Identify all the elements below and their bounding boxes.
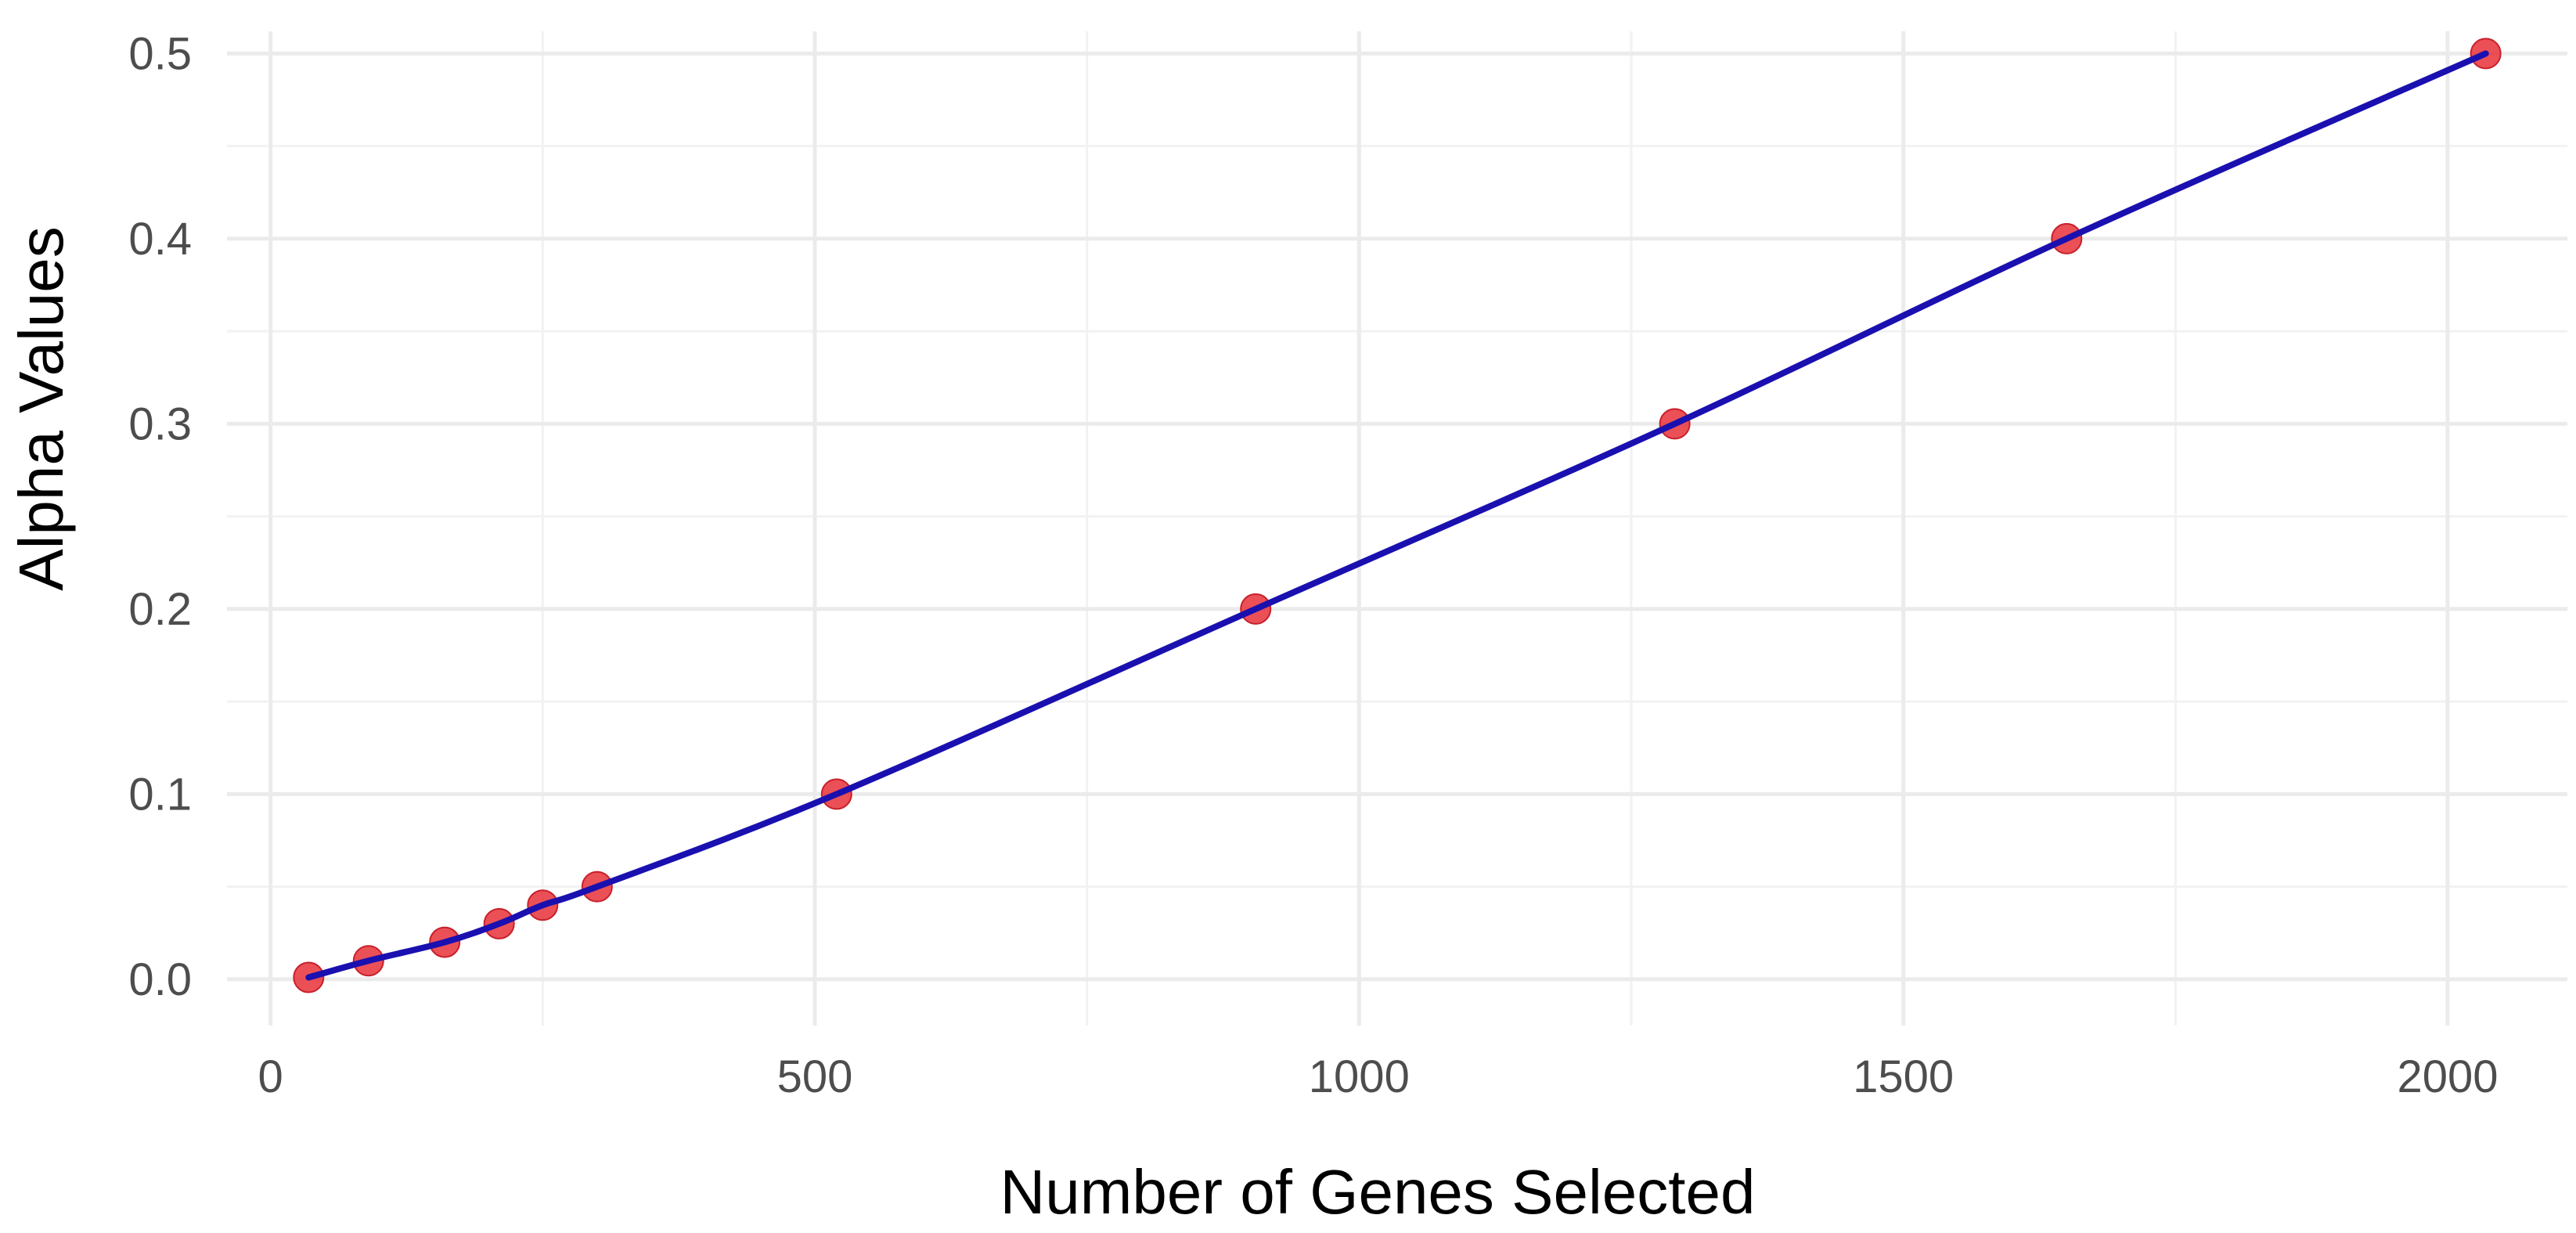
x-tick-label: 2000 (2398, 1051, 2499, 1102)
x-axis-title: Number of Genes Selected (1000, 1157, 1756, 1227)
y-tick-label: 0.2 (128, 584, 192, 635)
x-tick-label: 1000 (1309, 1051, 1410, 1102)
x-tick-label: 500 (777, 1051, 853, 1102)
x-tick-label: 0 (258, 1051, 283, 1102)
x-axis-ticks: 0 500 1000 1500 2000 (258, 1051, 2498, 1102)
x-tick-label: 1500 (1853, 1051, 1954, 1102)
grid (227, 31, 2567, 1026)
y-tick-label: 0.4 (128, 214, 192, 265)
y-axis-title: Alpha Values (6, 226, 76, 591)
y-tick-label: 0.1 (128, 769, 192, 820)
y-tick-label: 0.3 (128, 398, 192, 449)
series-line (305, 50, 2489, 981)
y-tick-label: 0.0 (128, 954, 192, 1005)
y-axis-ticks: 0.0 0.1 0.2 0.3 0.4 0.5 (128, 28, 192, 1004)
series-line-group (305, 50, 2489, 981)
y-tick-label: 0.5 (128, 28, 192, 79)
